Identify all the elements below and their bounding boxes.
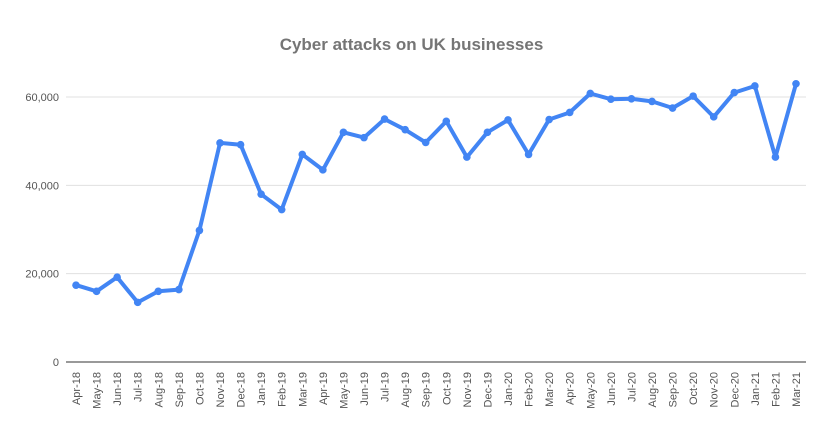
data-point — [360, 133, 368, 142]
x-tick-label: Feb-21 — [770, 372, 782, 407]
data-point — [648, 97, 656, 106]
data-point — [257, 190, 265, 198]
data-point — [504, 116, 512, 124]
x-tick-label: Jul-18 — [133, 372, 145, 402]
y-tick-label: 60,000 — [25, 92, 59, 104]
x-tick-label: Oct-18 — [194, 372, 206, 405]
x-tick-label: Aug-18 — [153, 372, 165, 407]
y-tick-label: 0 — [53, 357, 59, 369]
x-tick-label: Jan-20 — [503, 372, 515, 406]
x-tick-label: Mar-21 — [791, 372, 803, 407]
data-point — [380, 115, 389, 123]
x-tick-label: Mar-19 — [297, 372, 309, 407]
data-point — [627, 94, 636, 103]
x-tick-label: Sep-18 — [174, 372, 186, 407]
x-tick-label: Dec-18 — [236, 372, 248, 407]
x-tick-label: Jun-19 — [359, 372, 371, 406]
y-tick-label: 40,000 — [25, 180, 59, 192]
data-point — [792, 79, 800, 88]
x-tick-label: Apr-18 — [71, 372, 83, 405]
x-tick-label: Oct-19 — [441, 372, 453, 405]
data-point — [689, 92, 697, 100]
data-point — [483, 128, 492, 137]
x-tick-label: Jun-18 — [112, 372, 124, 406]
data-point — [463, 153, 471, 161]
x-tick-label: Oct-20 — [688, 372, 700, 405]
data-point — [709, 113, 718, 121]
x-tick-label: Jun-20 — [606, 372, 618, 406]
x-tick-label: Aug-20 — [647, 372, 659, 407]
data-point — [216, 139, 224, 147]
data-point — [113, 273, 121, 282]
x-tick-label: Dec-20 — [729, 372, 741, 407]
data-point — [607, 95, 615, 104]
x-tick-label: Sep-20 — [668, 372, 680, 407]
data-point — [72, 281, 80, 289]
x-tick-label: Apr-19 — [318, 372, 330, 405]
y-tick-label: 20,000 — [25, 269, 59, 281]
data-point — [545, 115, 553, 124]
data-point — [730, 88, 739, 97]
series-line — [74, 81, 798, 305]
data-point — [524, 150, 533, 159]
x-tick-label: Feb-19 — [277, 372, 289, 407]
x-tick-label: Nov-20 — [709, 372, 721, 407]
x-tick-label: Nov-18 — [215, 372, 227, 407]
data-point — [298, 150, 307, 159]
data-point — [236, 140, 245, 149]
x-tick-label: Sep-19 — [421, 372, 433, 407]
x-tick-label: Mar-20 — [544, 372, 556, 407]
chart-title: Cyber attacks on UK businesses — [279, 35, 544, 54]
data-point — [565, 108, 574, 117]
x-tick-label: Jan-19 — [256, 372, 268, 406]
data-point — [339, 128, 348, 137]
x-tick-label: Jan-21 — [750, 372, 762, 406]
data-point — [442, 117, 451, 126]
data-point — [421, 138, 430, 147]
data-point — [133, 298, 142, 307]
x-tick-label: Aug-19 — [400, 372, 412, 407]
x-tick-label: Feb-20 — [524, 372, 536, 407]
x-tick-label: Jul-19 — [380, 372, 392, 402]
x-tick-label: Dec-19 — [482, 372, 494, 407]
data-point — [751, 82, 759, 90]
data-point — [92, 287, 101, 296]
data-point — [771, 153, 780, 161]
data-point — [668, 104, 677, 112]
data-point — [319, 166, 327, 174]
data-point — [277, 205, 286, 214]
x-tick-label: Apr-20 — [565, 372, 577, 405]
data-point — [154, 287, 163, 296]
x-tick-label: May-20 — [585, 372, 597, 409]
x-tick-label: Jul-20 — [626, 372, 638, 402]
x-tick-label: May-18 — [92, 372, 104, 409]
data-point — [586, 89, 595, 98]
data-point — [175, 285, 183, 294]
x-tick-label: Nov-19 — [462, 372, 474, 407]
x-tick-label: May-19 — [338, 372, 350, 409]
data-point — [401, 125, 409, 134]
data-point — [195, 226, 204, 235]
